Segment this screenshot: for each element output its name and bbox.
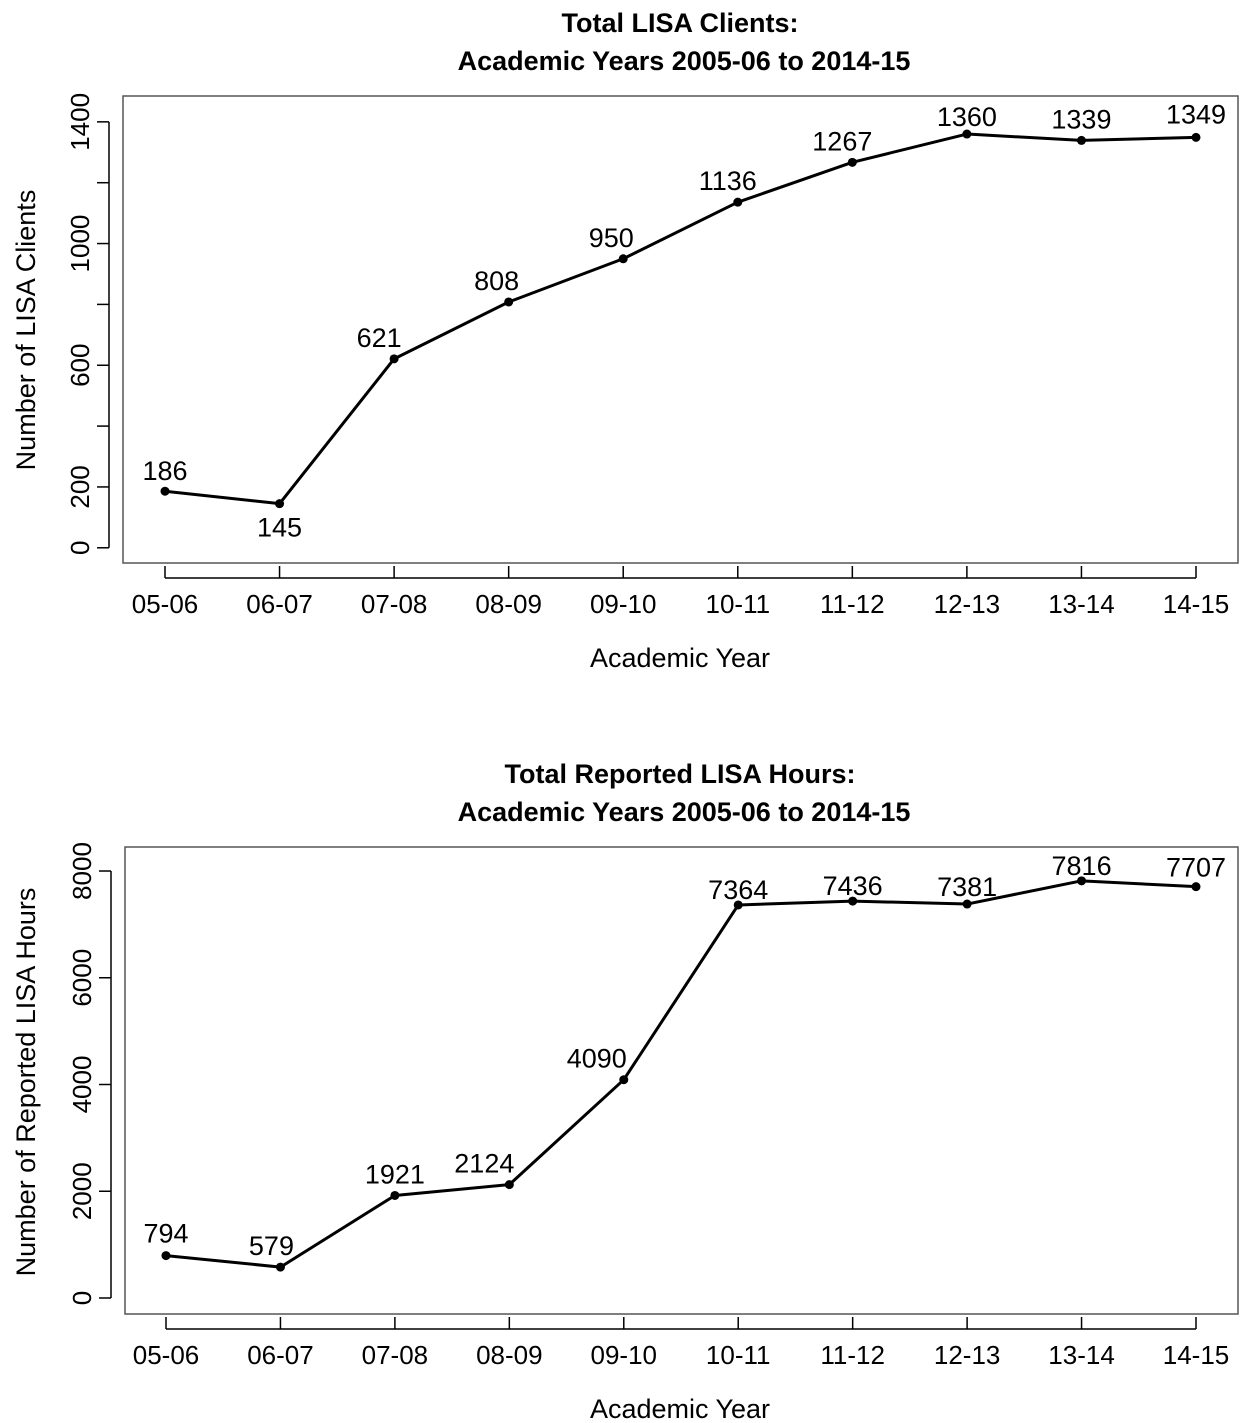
chart-subtitle: Academic Years 2005-06 to 2014-15	[458, 46, 911, 76]
y-tick-label: 8000	[67, 842, 97, 900]
hours-chart: Total Reported LISA Hours: Academic Year…	[11, 759, 1239, 1423]
plot-frame	[124, 846, 1239, 1315]
x-tick-label: 08-09	[476, 1340, 543, 1370]
y-axis-label: Number of LISA Clients	[11, 190, 41, 471]
y-tick-label: 0	[65, 541, 95, 555]
series-line	[164, 132, 1197, 506]
data-point	[847, 157, 857, 167]
y-tick-label: 1000	[65, 215, 95, 273]
x-tick-label: 13-14	[1048, 589, 1115, 619]
y-tick-label: 4000	[67, 1056, 97, 1114]
data-label: 1339	[1051, 104, 1111, 134]
y-tick-label: 200	[65, 465, 95, 508]
y-tick-label: 600	[65, 344, 95, 387]
y-axis-label: Number of Reported LISA Hours	[11, 888, 41, 1277]
data-label: 7364	[708, 875, 768, 905]
chart-title: Total LISA Clients:	[561, 8, 798, 38]
x-tick-label: 07-08	[362, 1340, 429, 1370]
data-label: 4090	[567, 1044, 627, 1074]
y-axis: 0 2000 4000 6000 8000	[67, 842, 112, 1305]
x-tick-label: 05-06	[132, 589, 199, 619]
clients-chart: Total LISA Clients: Academic Years 2005-…	[11, 8, 1239, 673]
x-tick-label: 10-11	[705, 589, 770, 619]
data-point	[161, 1251, 171, 1261]
data-label: 186	[142, 456, 187, 486]
x-tick-label: 06-07	[246, 589, 313, 619]
data-point	[733, 197, 743, 207]
data-label: 794	[143, 1219, 188, 1249]
x-axis: 05-06 06-07 07-08 08-09 09-10 10-11 11-12 12-13…	[132, 566, 1230, 619]
data-label: 621	[357, 323, 402, 353]
x-axis: 05-06 06-07 07-08 08-09 09-10 10-11 11-12 12-13…	[133, 1317, 1230, 1370]
data-point	[275, 499, 285, 509]
data-point	[1191, 132, 1201, 142]
data-point	[160, 486, 170, 496]
data-point	[390, 1190, 400, 1200]
x-tick-label: 09-10	[590, 589, 657, 619]
data-label: 1360	[937, 102, 997, 132]
data-label: 808	[474, 266, 519, 296]
data-point	[504, 1180, 514, 1190]
data-point	[733, 900, 743, 910]
data-point	[275, 1262, 285, 1272]
chart-subtitle: Academic Years 2005-06 to 2014-15	[458, 797, 911, 827]
data-point	[962, 899, 972, 909]
data-label: 1267	[812, 126, 872, 156]
data-point	[848, 896, 858, 906]
x-tick-label: 12-13	[934, 1340, 1001, 1370]
data-label: 579	[249, 1231, 294, 1261]
data-point	[1077, 876, 1087, 886]
x-tick-label: 11-12	[820, 1340, 885, 1370]
data-label: 1349	[1166, 99, 1226, 129]
x-tick-label: 06-07	[247, 1340, 314, 1370]
data-label: 7436	[823, 871, 883, 901]
x-tick-label: 12-13	[934, 589, 1001, 619]
data-point	[1191, 882, 1201, 892]
y-tick-label: 1400	[65, 93, 95, 151]
data-point	[962, 129, 972, 139]
data-label: 7816	[1052, 851, 1112, 881]
data-label: 1136	[699, 166, 757, 196]
x-tick-label: 13-14	[1048, 1340, 1115, 1370]
data-point	[389, 354, 399, 364]
series-line	[165, 879, 1197, 1269]
plot-frame	[122, 95, 1239, 564]
data-label: 7381	[937, 872, 997, 902]
x-axis-label: Academic Year	[590, 643, 770, 673]
data-label: 2124	[454, 1149, 514, 1179]
x-tick-label: 07-08	[361, 589, 428, 619]
y-tick-label: 2000	[67, 1162, 97, 1220]
series: 186 145 621 808 950 1136 1267 1360 1339 1349	[142, 99, 1226, 542]
data-point	[619, 1075, 629, 1085]
x-tick-label: 05-06	[133, 1340, 200, 1370]
x-tick-label: 09-10	[591, 1340, 658, 1370]
x-tick-label: 08-09	[475, 589, 542, 619]
data-point	[504, 297, 514, 307]
data-label: 1921	[365, 1159, 425, 1189]
series: 794 579 1921 2124 4090 7364 7436 7381 7816 7707	[143, 851, 1226, 1272]
x-tick-label: 11-12	[820, 589, 885, 619]
x-tick-label: 14-15	[1163, 1340, 1230, 1370]
y-tick-label: 6000	[67, 949, 97, 1007]
chart-title: Total Reported LISA Hours:	[505, 759, 856, 789]
x-tick-label: 14-15	[1163, 589, 1230, 619]
data-point	[1076, 135, 1086, 145]
y-tick-label: 0	[67, 1291, 97, 1305]
y-axis: 0 200 600 1000 1400	[65, 93, 110, 555]
data-point	[618, 254, 628, 264]
data-label: 7707	[1166, 853, 1226, 883]
data-label: 950	[589, 223, 634, 253]
x-axis-label: Academic Year	[590, 1394, 770, 1423]
data-label: 145	[257, 513, 302, 543]
x-tick-label: 10-11	[706, 1340, 771, 1370]
